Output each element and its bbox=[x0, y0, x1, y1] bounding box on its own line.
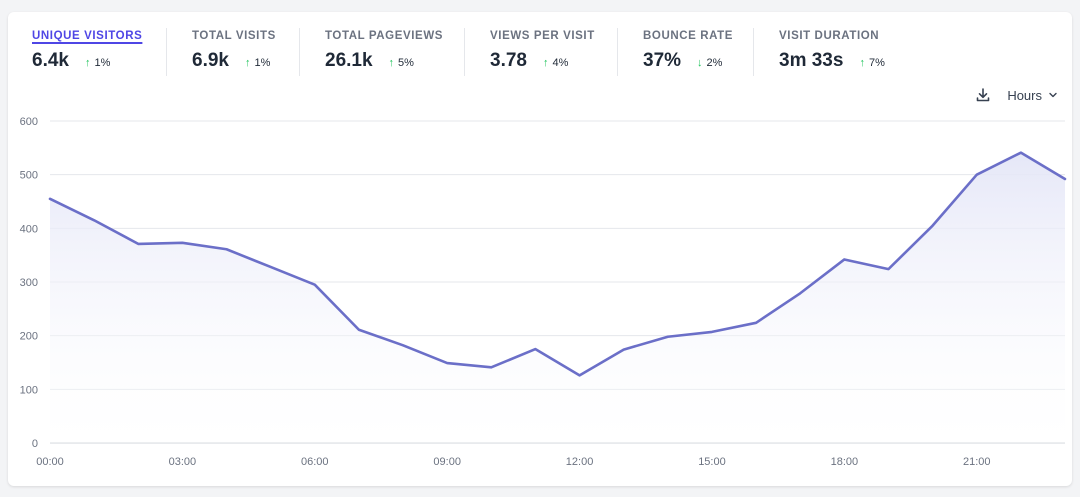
stat-change-value: 1% bbox=[94, 57, 111, 69]
stat-change: ↑ 1% bbox=[245, 57, 270, 69]
stat-label: UNIQUE VISITORS bbox=[32, 30, 143, 42]
y-tick-label: 600 bbox=[20, 116, 38, 128]
stat-value-row: 3.78 ↑ 4% bbox=[490, 50, 568, 72]
data-point[interactable] bbox=[1059, 173, 1071, 185]
stat-change-value: 4% bbox=[552, 57, 569, 69]
stat-label: TOTAL VISITS bbox=[192, 30, 276, 42]
stat-divider bbox=[464, 28, 465, 76]
data-point[interactable] bbox=[1015, 147, 1027, 159]
stat-divider bbox=[753, 28, 754, 76]
stat-change: ↓ 2% bbox=[697, 57, 722, 69]
stat-change-value: 1% bbox=[254, 57, 271, 69]
x-tick-label: 21:00 bbox=[963, 456, 991, 468]
arrow-down-icon: ↓ bbox=[697, 57, 703, 69]
stat-change-value: 2% bbox=[706, 57, 723, 69]
download-icon[interactable] bbox=[975, 87, 991, 103]
data-point[interactable] bbox=[574, 369, 586, 381]
stat-value: 3.78 bbox=[490, 50, 527, 71]
interval-label: Hours bbox=[1007, 87, 1042, 103]
stat-label: BOUNCE RATE bbox=[643, 30, 734, 42]
x-tick-label: 18:00 bbox=[831, 456, 859, 468]
interval-select[interactable]: Hours bbox=[1007, 88, 1058, 103]
visitors-line bbox=[48, 151, 1067, 377]
stat-views-per-visit[interactable]: VIEWS PER VISIT 3.78 ↑ 4% bbox=[490, 28, 595, 80]
arrow-up-icon: ↑ bbox=[542, 57, 549, 69]
stat-value-row: 6.4k ↑ 1% bbox=[32, 50, 110, 72]
data-point[interactable] bbox=[88, 214, 100, 226]
x-tick-label: 00:00 bbox=[36, 456, 64, 468]
data-point[interactable] bbox=[353, 324, 365, 336]
stat-value-row: 37% ↓ 2% bbox=[643, 50, 722, 72]
top-stats: UNIQUE VISITORS 6.4k ↑ 1% TOTAL VISITS 6.9k ↑ 1… bbox=[8, 12, 1072, 82]
stat-value: 3m 33s bbox=[779, 50, 844, 71]
stat-value-row: 6.9k ↑ 1% bbox=[192, 50, 270, 72]
stat-value-row: 26.1k ↑ 5% bbox=[325, 50, 414, 72]
data-point[interactable] bbox=[927, 220, 939, 232]
data-point[interactable] bbox=[176, 237, 188, 249]
data-point[interactable] bbox=[132, 238, 144, 250]
x-tick-label: 03:00 bbox=[169, 456, 197, 468]
data-point[interactable] bbox=[750, 317, 762, 329]
data-point[interactable] bbox=[838, 253, 850, 265]
data-point[interactable] bbox=[971, 169, 983, 181]
stat-change-value: 5% bbox=[398, 57, 414, 69]
stat-label: VIEWS PER VISIT bbox=[490, 30, 595, 42]
arrow-up-icon: ↑ bbox=[388, 57, 395, 69]
stat-value: 6.9k bbox=[192, 50, 229, 71]
stat-change: ↑ 5% bbox=[389, 57, 414, 69]
data-point[interactable] bbox=[44, 193, 56, 205]
visitors-line-chart: 0 100 200 300 400 500 600 00:00 03:00 06:00 09:00 1… bbox=[20, 116, 1071, 468]
y-tick-label: 500 bbox=[20, 170, 38, 182]
stat-value: 6.4k bbox=[32, 50, 69, 71]
arrow-up-icon: ↑ bbox=[84, 57, 91, 69]
data-point[interactable] bbox=[882, 263, 894, 275]
stat-divider bbox=[617, 28, 618, 76]
stat-visit-duration[interactable]: VISIT DURATION 3m 33s ↑ 7% bbox=[779, 28, 885, 80]
data-point[interactable] bbox=[485, 361, 497, 373]
data-point[interactable] bbox=[706, 326, 718, 338]
data-point[interactable] bbox=[441, 357, 453, 369]
y-tick-label: 400 bbox=[20, 223, 38, 235]
stat-change: ↑ 4% bbox=[543, 57, 568, 69]
x-tick-label: 15:00 bbox=[698, 456, 726, 468]
stat-label: TOTAL PAGEVIEWS bbox=[325, 30, 444, 42]
stat-change: ↑ 7% bbox=[859, 57, 884, 69]
y-tick-label: 100 bbox=[20, 384, 38, 396]
y-tick-label: 200 bbox=[20, 331, 38, 343]
stat-total-visits[interactable]: TOTAL VISITS 6.9k ↑ 1% bbox=[192, 28, 276, 80]
data-point[interactable] bbox=[794, 287, 806, 299]
stat-bounce-rate[interactable]: BOUNCE RATE 37% ↓ 2% bbox=[643, 28, 733, 80]
stat-divider bbox=[166, 28, 167, 76]
data-point[interactable] bbox=[265, 261, 277, 273]
x-tick-label: 09:00 bbox=[433, 456, 461, 468]
visitors-card: UNIQUE VISITORS 6.4k ↑ 1% TOTAL VISITS 6.9k ↑ 1… bbox=[8, 12, 1072, 486]
x-tick-label: 06:00 bbox=[301, 456, 329, 468]
y-tick-label: 300 bbox=[20, 277, 38, 289]
y-tick-label: 0 bbox=[32, 438, 38, 450]
data-point[interactable] bbox=[397, 339, 409, 351]
stat-value: 37% bbox=[643, 50, 682, 71]
stat-value-row: 3m 33s ↑ 7% bbox=[779, 50, 885, 72]
data-point[interactable] bbox=[662, 331, 674, 343]
stat-change: ↑ 1% bbox=[85, 57, 110, 69]
visitors-area bbox=[50, 152, 1065, 443]
data-point[interactable] bbox=[221, 243, 233, 255]
chart-controls: Hours bbox=[975, 87, 1058, 103]
stat-change-value: 7% bbox=[868, 57, 885, 69]
stat-divider bbox=[299, 28, 300, 76]
data-point[interactable] bbox=[618, 344, 630, 356]
stat-value: 26.1k bbox=[325, 50, 373, 71]
data-point[interactable] bbox=[529, 343, 541, 355]
chevron-down-icon bbox=[1049, 92, 1057, 98]
arrow-up-icon: ↑ bbox=[859, 57, 865, 69]
x-tick-label: 12:00 bbox=[566, 456, 594, 468]
stat-unique-visitors[interactable]: UNIQUE VISITORS 6.4k ↑ 1% bbox=[32, 28, 142, 80]
stat-label: VISIT DURATION bbox=[779, 30, 880, 42]
data-point[interactable] bbox=[309, 279, 321, 291]
stat-total-pageviews[interactable]: TOTAL PAGEVIEWS 26.1k ↑ 5% bbox=[325, 28, 443, 80]
arrow-up-icon: ↑ bbox=[244, 57, 251, 69]
